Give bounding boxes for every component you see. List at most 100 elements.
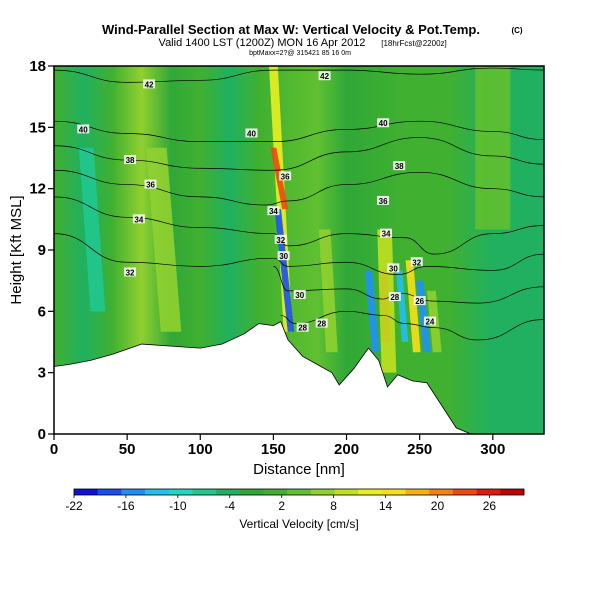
isentrope-label-bg [267,206,280,216]
isentrope-label: 42 [320,72,329,81]
isentrope-label-bg [410,257,423,267]
isentrope-label: 30 [279,252,288,261]
y-tick-label: 6 [38,303,46,320]
isentrope-line [54,120,544,142]
isentrope-label-bg [387,263,400,273]
isentrope-label-bg [377,118,390,128]
isentrope-label: 28 [298,324,307,333]
colorbar-tick-label: -10 [169,499,187,513]
velocity-plume [475,66,511,230]
chart-title-mark: (C) [511,26,522,35]
colorbar-tick-label: 8 [330,499,337,513]
isentrope-label-bg [296,322,309,332]
y-tick-label: 0 [38,426,46,443]
x-tick-label: 0 [50,441,58,458]
velocity-plume [318,229,338,353]
colorbar-label: Vertical Velocity [cm/s] [239,517,358,531]
velocity-plume [395,270,409,342]
isentrope-label-bg [279,171,292,181]
colorbar-tick-label: 20 [431,499,445,513]
isentrope-label-bg [274,234,287,244]
colorbar-segment [239,489,264,495]
velocity-plume [146,147,182,332]
y-tick-label: 3 [38,365,46,382]
isentrope-label: 40 [247,129,256,138]
velocity-plume [78,147,106,312]
colorbar-segment [452,489,477,495]
colorbar-segment [263,489,288,495]
isentrope-labels: 42 42 40 40 40 38 38 36 36 36 34 34 34 32 32 32 30 30 30 28… [77,71,436,333]
colorbar-segment [145,489,170,495]
colorbar-segment [216,489,241,495]
isentrope-label-bg [413,296,426,306]
isentrope-label: 40 [379,119,388,128]
colorbar: -22 -16 -10 -4 2 8 14 20 26 [65,488,525,513]
isentrope-label-bg [423,316,436,326]
x-tick-label: 150 [261,441,286,458]
colorbar-tick-label: -16 [117,499,135,513]
isentrope-label: 40 [79,125,88,134]
x-tick-label: 300 [480,441,505,458]
isentrope-label-bg [245,128,258,138]
isentrope-line [54,196,544,255]
isentrope-label-bg [144,179,157,189]
isentrope-label-bg [393,161,406,171]
colorbar-segment [429,489,454,495]
chart-subtitle: Valid 1400 LST (1200Z) MON 16 Apr 2012 [159,37,366,49]
y-tick-label: 9 [38,242,46,259]
x-axis: 0 50 100 150 200 250 300 [50,434,505,458]
isentrope-label: 38 [126,156,135,165]
colorbar-segment [121,489,146,495]
isentrope-label-bg [132,214,145,224]
colorbar-segment [287,489,312,495]
isentrope-label: 34 [382,230,391,239]
colorbar-tick-label: 2 [278,499,285,513]
colorbar-segment [192,489,217,495]
y-axis: 0 3 6 9 12 15 18 [29,58,54,443]
isentrope-label: 28 [390,293,399,302]
isentrope-label: 32 [412,258,421,267]
isentrope-label: 32 [126,268,135,277]
colorbar-segment [97,489,122,495]
isentrope-line [54,67,544,83]
colorbar-segment [358,489,383,495]
y-axis-label: Height [Kft MSL] [8,195,25,304]
colorbar-segment [500,489,525,495]
y-tick-label: 18 [29,58,46,75]
colorbar-segment [334,489,359,495]
isentrope-label: 26 [415,297,424,306]
isentrope-label-bg [318,71,331,81]
isentrope-label: 24 [425,318,434,327]
isentrope-label-bg [380,228,393,238]
isentrope-label: 36 [379,197,388,206]
isentrope-label-bg [124,155,137,165]
x-axis-label: Distance [nm] [253,461,345,478]
isentrope-label: 30 [295,291,304,300]
isentrope-label: 38 [395,162,404,171]
velocity-plume [364,270,380,353]
isentrope-label: 34 [269,207,278,216]
colorbar-segment [74,489,98,495]
chart-subtitle-tag: [18hrFcst@2200z] [381,39,446,48]
colorbar-tick-label: -22 [65,499,83,513]
isentrope-label-bg [77,124,90,134]
x-tick-label: 100 [188,441,213,458]
isentrope-label-bg [277,251,290,261]
terrain [54,320,544,434]
plot-area: 42 42 40 40 40 38 38 36 36 36 34 34 34 32 32 32 30 30 30 28… [54,66,544,434]
isentrope-label-bg [315,318,328,328]
colorbar-tick-label: 26 [483,499,497,513]
isentrope-label-bg [388,292,401,302]
colorbar-segment [381,489,406,495]
isentrope-line [54,233,544,275]
isentrope-label-bg [293,289,306,299]
x-tick-label: 200 [334,441,359,458]
chart-title: Wind-Parallel Section at Max W: Vertical… [102,22,480,37]
isentrope-label-bg [143,79,156,89]
x-tick-label: 50 [119,441,136,458]
colorbar-tick-label: 14 [379,499,393,513]
isentrope-label: 30 [389,264,398,273]
x-tick-label: 250 [407,441,432,458]
colorbar-segment [310,489,335,495]
